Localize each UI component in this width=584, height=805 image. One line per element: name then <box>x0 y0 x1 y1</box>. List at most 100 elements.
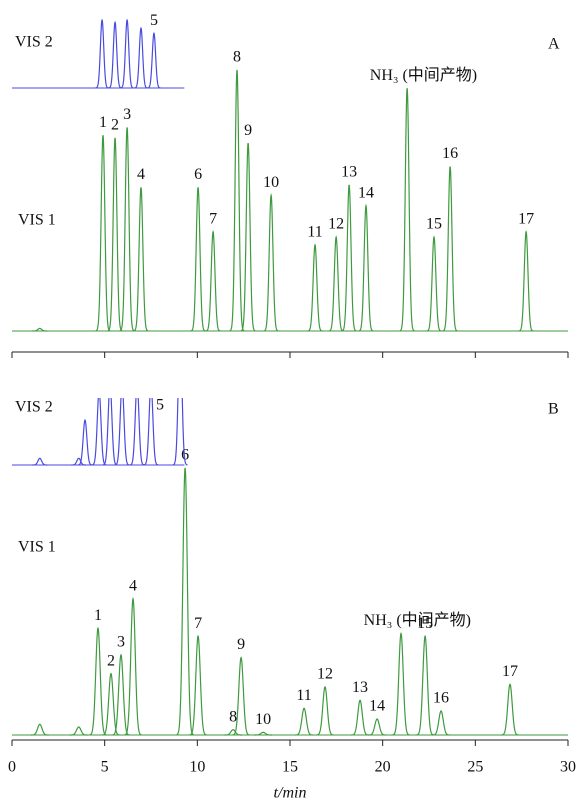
peak-label: 12 <box>328 216 344 233</box>
peak <box>358 203 374 332</box>
panel-title: B <box>548 401 559 418</box>
peak <box>147 32 161 89</box>
peak-label: 14 <box>358 184 374 201</box>
peak <box>416 634 435 736</box>
peak <box>69 726 88 736</box>
peak <box>341 184 357 332</box>
peak <box>392 632 410 736</box>
peak-label: 17 <box>502 663 518 680</box>
peak <box>351 699 369 736</box>
peak <box>368 718 386 736</box>
peak <box>295 707 313 736</box>
peak-label: 6 <box>181 447 189 464</box>
peak <box>119 127 135 332</box>
peak <box>224 729 242 736</box>
peak-label: 3 <box>117 634 125 651</box>
series-name: VIS 2 <box>15 34 53 51</box>
series-name: VIS 1 <box>18 212 56 229</box>
peak-label: 13 <box>341 164 357 181</box>
peak <box>95 135 111 332</box>
x-axis-label: t/min <box>274 785 307 802</box>
peak <box>229 69 245 332</box>
trace <box>12 18 185 89</box>
peak-label: 1 <box>99 114 107 131</box>
peak <box>518 230 534 332</box>
peak-label: 10 <box>263 174 279 191</box>
peak <box>316 686 334 736</box>
series-name: VIS 2 <box>15 399 53 416</box>
peak <box>143 398 159 466</box>
peak-label: 6 <box>194 166 202 183</box>
trace <box>12 398 188 466</box>
peak <box>190 187 206 332</box>
peak <box>129 398 145 466</box>
x-tick-label: 15 <box>282 759 298 776</box>
peak <box>120 18 134 89</box>
peak <box>172 398 188 466</box>
peak-label: 10 <box>255 711 271 728</box>
peak-label: 15 <box>417 615 433 632</box>
peak <box>102 398 118 466</box>
peak <box>134 26 148 89</box>
peak-label: 3 <box>123 106 131 123</box>
peak-label: 9 <box>244 122 252 139</box>
peak-label: 17 <box>518 210 534 227</box>
peak-label: NH₃ (中间产物) <box>364 611 471 629</box>
peak <box>205 230 221 332</box>
x-tick-label: 20 <box>375 759 391 776</box>
peak-label: 16 <box>433 690 449 707</box>
x-tick-label: 5 <box>101 759 109 776</box>
peak-label: NH₃ (中间产物) <box>370 66 477 84</box>
peak <box>108 20 122 89</box>
peak <box>176 467 195 736</box>
x-tick-label: 10 <box>189 759 205 776</box>
peak <box>133 187 149 332</box>
peak-label: 11 <box>296 687 311 704</box>
peak-label: 11 <box>307 224 322 241</box>
peak-label: 2 <box>107 652 115 669</box>
peak <box>263 192 279 332</box>
peak <box>240 142 256 332</box>
peak-label: 7 <box>194 615 202 632</box>
trace <box>12 467 568 736</box>
peak-label: 13 <box>352 679 368 696</box>
peak-label: 12 <box>317 666 333 683</box>
peak <box>89 626 107 736</box>
trace <box>12 69 568 332</box>
peak-label: 9 <box>237 636 245 653</box>
peak-label: 14 <box>369 698 385 715</box>
peak-label: 8 <box>229 708 237 725</box>
peak <box>189 634 208 736</box>
peak-label: 5 <box>150 12 158 29</box>
x-tick-label: 0 <box>8 759 16 776</box>
peak <box>95 18 109 89</box>
peak <box>91 398 107 466</box>
peak <box>442 166 458 332</box>
peak-label: 5 <box>156 397 164 414</box>
peak <box>77 419 93 466</box>
x-tick-label: 30 <box>560 759 576 776</box>
peak <box>71 457 87 466</box>
peak <box>107 137 123 332</box>
peak-label: 2 <box>111 117 119 134</box>
peak <box>102 672 120 736</box>
peak-label: 15 <box>426 216 442 233</box>
peak-label: 4 <box>137 166 145 183</box>
peak-label: 4 <box>129 578 137 595</box>
peak <box>399 88 415 332</box>
peak <box>124 596 142 736</box>
peak <box>328 235 344 332</box>
peak <box>254 731 273 736</box>
peak <box>432 710 450 736</box>
series-name: VIS 1 <box>18 539 56 556</box>
peak <box>307 243 323 332</box>
peak-label: 16 <box>442 145 458 162</box>
peak <box>30 723 49 736</box>
panel-title: A <box>548 36 560 53</box>
peak-label: 1 <box>94 607 102 624</box>
peak <box>114 398 130 466</box>
peak-label: 7 <box>209 210 217 227</box>
x-tick-label: 25 <box>467 759 483 776</box>
peak-label: 8 <box>233 49 241 66</box>
